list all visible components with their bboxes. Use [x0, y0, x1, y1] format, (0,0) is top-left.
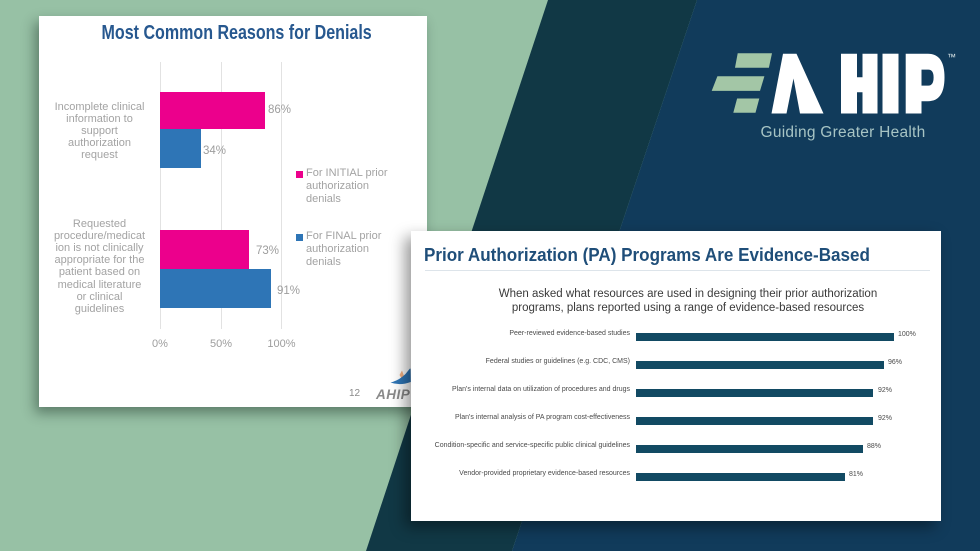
svg-text:™: ™: [947, 52, 956, 62]
